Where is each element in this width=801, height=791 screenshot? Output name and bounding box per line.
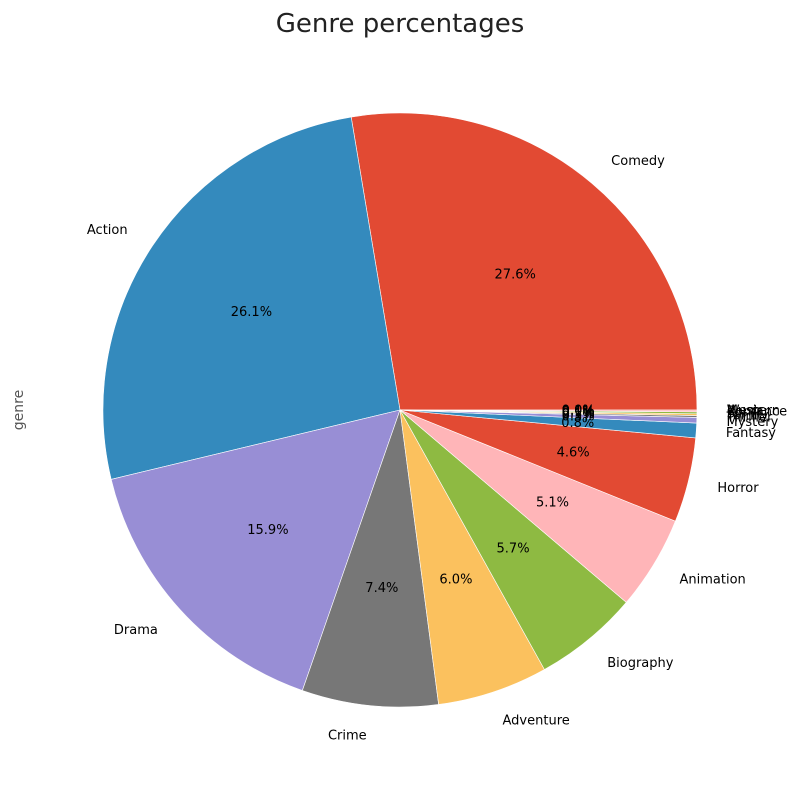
slice-label-western: Western xyxy=(727,404,780,419)
slice-label-mystery: Mystery xyxy=(727,415,779,430)
slice-label-romance: Romance xyxy=(727,405,787,420)
slice-drama xyxy=(110,409,401,691)
slice-label-horror: Horror xyxy=(717,481,759,496)
slice-pct-western: 0.0% xyxy=(562,404,595,419)
slice-label-action: Action xyxy=(87,223,128,238)
pie-slices xyxy=(102,112,698,708)
chart-title: Genre percentages xyxy=(276,9,525,39)
slice-crime xyxy=(301,409,439,708)
slice-pct-biography: 5.7% xyxy=(497,541,530,556)
slice-pct-action: 26.1% xyxy=(231,305,272,320)
slice-pct-horror: 4.6% xyxy=(557,446,590,461)
slice-label-music: Music xyxy=(727,404,764,419)
slice-pct-romance: 0.1% xyxy=(562,404,595,419)
y-axis-label: genre xyxy=(11,390,27,430)
slice-label-crime: Crime xyxy=(328,729,367,744)
slice-label-biography: Biography xyxy=(607,656,674,671)
slice-pct-drama: 15.9% xyxy=(247,523,288,538)
pie-labels: Comedy 27.6% Action 26.1% Drama 15.9% Crime 7.4… xyxy=(87,154,787,743)
slice-label-animation: Animation xyxy=(680,573,746,588)
slice-pct-animation: 5.1% xyxy=(536,496,569,511)
slice-comedy xyxy=(350,112,698,411)
slice-pct-family: 0.1% xyxy=(562,406,595,421)
slice-pct-fantasy: 0.8% xyxy=(561,416,594,431)
slice-label-fantasy: Fantasy xyxy=(726,426,776,441)
slice-pct-comedy: 27.6% xyxy=(495,268,536,283)
slice-pct-adventure: 6.0% xyxy=(439,573,472,588)
slice-pct-music: 0.0% xyxy=(562,404,595,419)
slice-action xyxy=(102,116,401,480)
slice-label-comedy: Comedy xyxy=(611,154,665,169)
slice-label-family: Family xyxy=(727,409,769,424)
slice-pct-mystery: 0.3% xyxy=(562,410,595,425)
slice-romance xyxy=(399,409,698,413)
slice-label-adventure: Adventure xyxy=(503,714,570,729)
slice-label-drama: Drama xyxy=(114,623,158,638)
slice-label-sci-fi: Sci-Fi xyxy=(727,407,761,422)
slice-pct-sci-fi: 0.1% xyxy=(562,405,595,420)
slice-pct-thriller: 0.1% xyxy=(562,407,595,422)
slice-pct-crime: 7.4% xyxy=(365,581,398,596)
slice-label-thriller: Thriller xyxy=(726,411,773,426)
